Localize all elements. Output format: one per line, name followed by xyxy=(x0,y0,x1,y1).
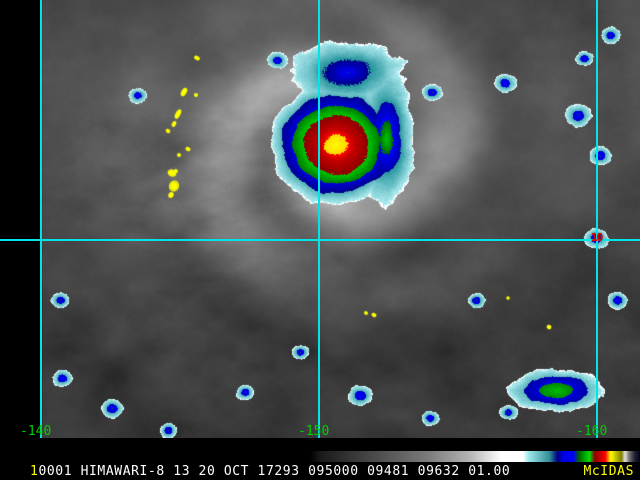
graticule-line-lon-140 xyxy=(40,0,42,438)
image-left-void-band xyxy=(0,0,42,438)
status-line-body: 0001 HIMAWARI-8 13 20 OCT 17293 095000 0… xyxy=(38,464,511,479)
graticule-line-lat xyxy=(0,239,640,241)
mcidas-brand-tag: McIDAS xyxy=(583,464,634,479)
bottom-annotation-strip: -140 -150 -160 10001 HIMAWARI-8 13 20 OC… xyxy=(0,425,640,480)
status-sequence-number: 1 xyxy=(30,464,39,479)
enhancement-colorbar xyxy=(108,451,640,462)
storm-id-marker: 10 xyxy=(591,231,603,244)
satellite-infrared-canvas[interactable] xyxy=(0,0,640,438)
axis-label-lon-140: -140 xyxy=(20,424,52,439)
axis-label-lon-160: -160 xyxy=(576,424,608,439)
status-line: 10001 HIMAWARI-8 13 20 OCT 17293 095000 … xyxy=(0,463,640,480)
axis-label-lon-150: -150 xyxy=(298,424,330,439)
satellite-image-area[interactable] xyxy=(0,0,640,438)
graticule-line-lon-160 xyxy=(596,0,598,438)
graticule-line-lon-150 xyxy=(318,0,320,438)
